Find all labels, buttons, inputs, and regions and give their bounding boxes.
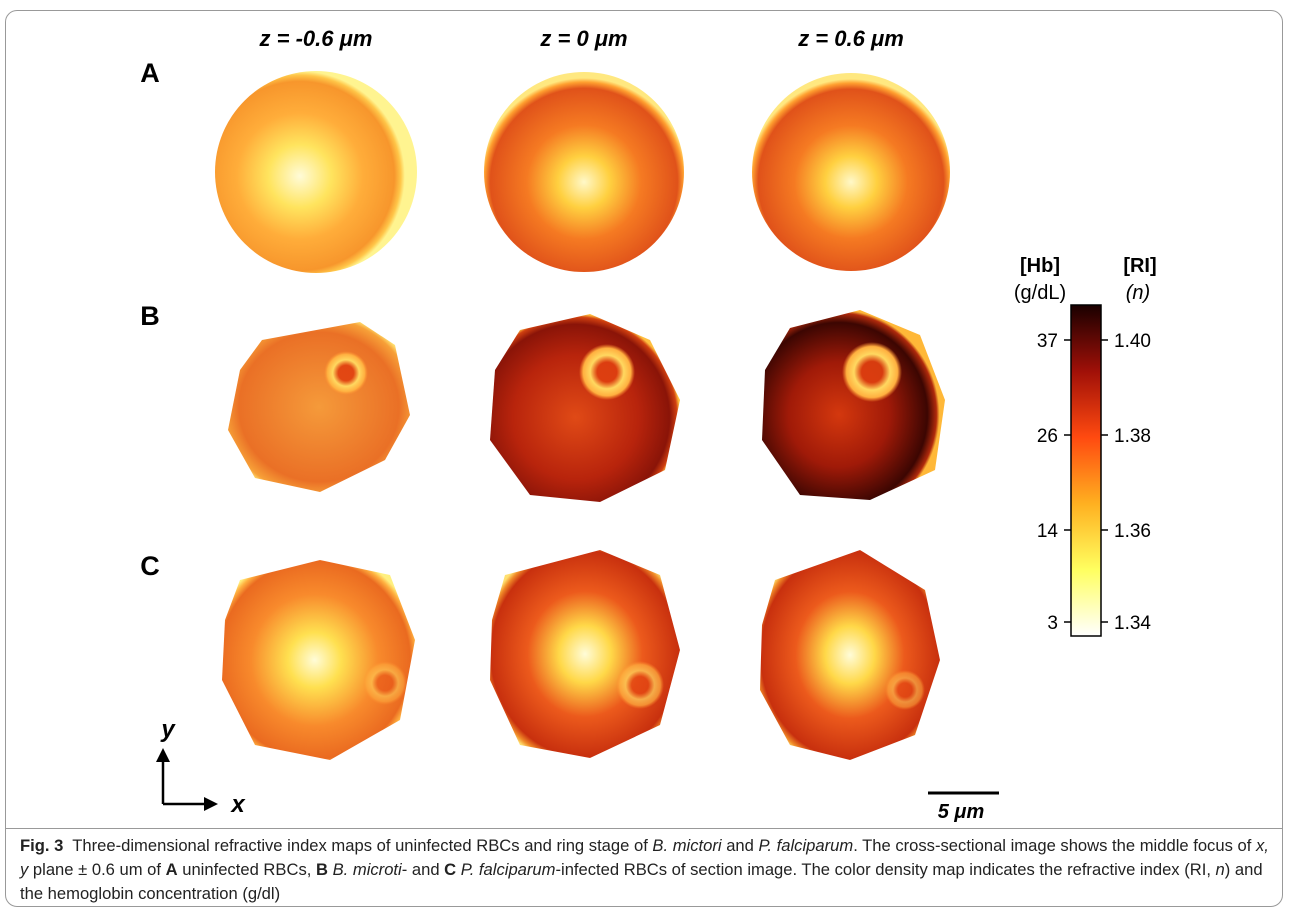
caption: Fig. 3 Three-dimensional refractive inde… [20, 834, 1275, 906]
parasite [324, 351, 368, 395]
caption-run: B. mictori [652, 836, 721, 855]
caption-run: Three-dimensional refractive index maps … [63, 836, 652, 855]
parasite [363, 661, 407, 705]
colorbar-tick-label: 1.36 [1114, 521, 1151, 542]
parasite [842, 342, 902, 402]
colorbar-title: [RI] [1123, 255, 1156, 277]
parasite [885, 670, 925, 710]
caption-run: plane ± 0.6 um of [28, 860, 165, 879]
column-header: z = -0.6 μm [259, 26, 373, 51]
cell-image [484, 72, 684, 272]
caption-run: B [316, 860, 328, 879]
caption-separator [5, 828, 1283, 829]
caption-run: A [166, 860, 178, 879]
colorbar-tick-label: 1.34 [1114, 613, 1151, 634]
colorbar-tick-label: 3 [1047, 613, 1058, 634]
caption-run: B. microti [333, 860, 402, 879]
axis-label: y [160, 716, 176, 743]
colorbar: [Hb] (g/dL) [RI] (n) 37 1.40 26 1.38 14 1.36 3… [1014, 255, 1157, 636]
cell-image [222, 560, 415, 760]
row-label: B [140, 301, 160, 331]
row-label: A [140, 58, 160, 88]
cell-image [760, 550, 940, 760]
figure: z = -0.6 μm z = 0 μm z = 0.6 μm A B C [H… [0, 0, 1290, 828]
axis-label: x [229, 791, 246, 818]
colorbar-tick-label: 26 [1037, 426, 1058, 447]
caption-run: C [444, 860, 456, 879]
cell-image [490, 550, 680, 758]
arrow-heads [156, 748, 218, 811]
caption-run: - and [402, 860, 444, 879]
caption-run: uninfected RBCs, [178, 860, 316, 879]
caption-run: P. falciparum [759, 836, 854, 855]
axis-indicator [156, 748, 218, 811]
cell-image [215, 71, 417, 273]
caption-run: . The cross-sectional image shows the mi… [853, 836, 1256, 855]
cell-image [490, 314, 680, 502]
caption-run: and [722, 836, 759, 855]
colorbar-tick-label: 37 [1037, 331, 1058, 352]
colorbar-tick-label: 1.40 [1114, 331, 1151, 352]
colorbar-tick-label: 1.38 [1114, 426, 1151, 447]
row-label: C [140, 551, 160, 581]
caption-run: -infected RBCs of section image. The col… [555, 860, 1215, 879]
cell-image [752, 73, 950, 271]
caption-run: Fig. 3 [20, 836, 63, 855]
colorbar-unit: (n) [1126, 282, 1150, 304]
caption-run: n [1216, 860, 1225, 879]
parasite [616, 661, 664, 709]
colorbar-tick-label: 14 [1037, 521, 1059, 542]
cells [215, 71, 950, 760]
colorbar-unit: (g/dL) [1014, 282, 1066, 304]
column-header: z = 0.6 μm [797, 26, 904, 51]
colorbar-title: [Hb] [1020, 255, 1060, 277]
page: z = -0.6 μm z = 0 μm z = 0.6 μm A B C [H… [0, 0, 1290, 919]
column-header: z = 0 μm [539, 26, 627, 51]
cell-image [762, 310, 945, 500]
caption-run: P. falciparum [461, 860, 556, 879]
scale-bar-label: 5 μm [938, 801, 985, 823]
cell-image [228, 322, 410, 492]
parasite [579, 344, 635, 400]
colorbar-scale [1071, 305, 1101, 636]
